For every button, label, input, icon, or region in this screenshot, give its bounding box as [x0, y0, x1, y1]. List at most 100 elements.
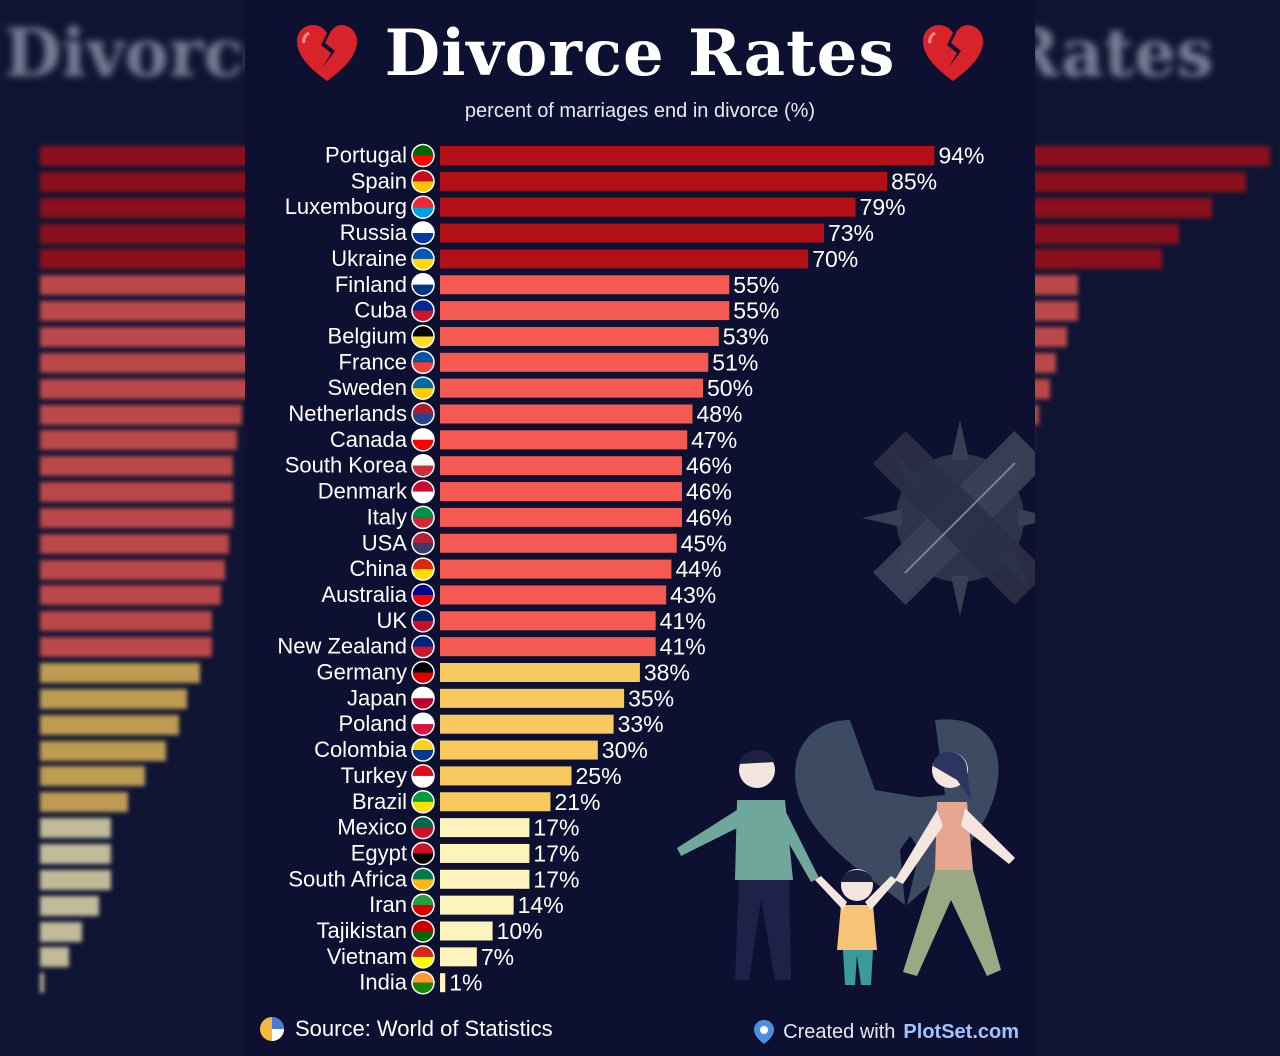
- category-label: New Zealand: [277, 634, 407, 659]
- backdrop-bar: [40, 456, 234, 477]
- south-korea-flag-icon: [411, 453, 435, 478]
- backdrop-bar: [40, 249, 250, 270]
- australia-flag-icon: [411, 583, 435, 607]
- right-blurred-backdrop: Divorce Rates: [1030, 0, 1280, 1056]
- japan-flag-icon: [411, 686, 435, 711]
- france-flag-icon: [411, 350, 435, 375]
- spain-flag-icon: [411, 169, 435, 194]
- germany-flag-icon: [411, 660, 435, 685]
- bar: [440, 663, 640, 682]
- category-label: USA: [362, 530, 408, 555]
- broken-heart-icon: [296, 25, 357, 81]
- category-label: Iran: [369, 892, 407, 917]
- backdrop-bar: [40, 973, 45, 994]
- luxembourg-flag-icon: [411, 195, 435, 219]
- broken-heart-icon: [923, 25, 984, 81]
- finland-flag-icon: [411, 273, 435, 297]
- value-label: 1%: [449, 970, 482, 996]
- bar: [440, 895, 514, 915]
- backdrop-bar: [40, 637, 213, 658]
- value-label: 43%: [670, 582, 716, 608]
- backdrop-bar: [1030, 301, 1078, 322]
- bar: [440, 818, 530, 838]
- bar: [440, 766, 572, 786]
- category-label: Spain: [351, 168, 407, 193]
- value-label: 44%: [675, 556, 721, 582]
- category-label: Luxembourg: [285, 194, 407, 219]
- category-label: Portugal: [325, 143, 407, 168]
- category-label: Vietnam: [327, 944, 407, 969]
- category-label: Belgium: [328, 323, 407, 348]
- bar: [440, 378, 703, 398]
- value-label: 46%: [686, 504, 732, 530]
- ukraine-flag-icon: [411, 247, 435, 271]
- category-label: Australia: [321, 582, 407, 607]
- bar: [440, 869, 530, 889]
- turkey-flag-icon: [411, 764, 435, 788]
- category-label: Sweden: [327, 375, 407, 400]
- bar: [440, 404, 693, 424]
- plotset-brand-link[interactable]: PlotSet.com: [903, 1020, 1019, 1043]
- bar: [440, 275, 730, 295]
- usa-flag-icon: [411, 531, 435, 555]
- plotset-credit[interactable]: Created with PlotSet.com: [753, 1019, 1019, 1045]
- value-label: 10%: [497, 918, 543, 944]
- sweden-flag-icon: [411, 376, 435, 400]
- category-label: Finland: [335, 272, 407, 297]
- china-flag-icon: [411, 557, 435, 581]
- bar: [440, 171, 888, 191]
- chart-panel: Divorce Rates percent of marriages end i…: [245, 0, 1035, 1056]
- mexico-flag-icon: [411, 815, 435, 840]
- backdrop-bar: [1030, 326, 1067, 347]
- canada-flag-icon: [411, 428, 435, 452]
- value-label: 17%: [533, 840, 579, 866]
- backdrop-bar: [1030, 171, 1246, 192]
- poland-flag-icon: [411, 712, 435, 736]
- value-label: 51%: [712, 349, 758, 375]
- left-blurred-backdrop: Divorce Rates: [0, 0, 250, 1056]
- backdrop-bar: [40, 611, 213, 632]
- value-label: 46%: [686, 453, 732, 479]
- value-label: 41%: [660, 634, 706, 660]
- backdrop-bar: [40, 301, 250, 322]
- value-label: 85%: [891, 168, 937, 194]
- backdrop-bar: [40, 171, 250, 192]
- category-label: Canada: [330, 427, 408, 452]
- value-label: 7%: [481, 944, 514, 970]
- bar: [440, 301, 730, 321]
- backdrop-bar: [40, 559, 225, 580]
- value-label: 41%: [660, 608, 706, 634]
- category-label: Germany: [317, 660, 407, 685]
- italy-flag-icon: [411, 505, 435, 530]
- uk-flag-icon: [411, 609, 435, 633]
- vietnam-flag-icon: [411, 945, 435, 969]
- backdrop-bar: [1030, 352, 1056, 373]
- belgium-flag-icon: [411, 324, 435, 349]
- value-label: 55%: [733, 298, 779, 324]
- category-label: Colombia: [314, 737, 408, 762]
- category-label: South Africa: [288, 866, 407, 891]
- category-label: Poland: [338, 711, 407, 736]
- value-label: 47%: [691, 427, 737, 453]
- backdrop-bar: [40, 818, 112, 839]
- category-label: Italy: [367, 504, 407, 529]
- backdrop-bar: [40, 688, 187, 709]
- backdrop-bar: [40, 352, 250, 373]
- category-label: Mexico: [337, 815, 407, 840]
- chart-subtitle: percent of marriages end in divorce (%): [464, 100, 816, 122]
- backdrop-bar: [40, 378, 250, 399]
- created-with-text: Created with: [783, 1020, 896, 1043]
- backdrop-bar: [40, 947, 70, 968]
- backdrop-bar: [40, 275, 250, 296]
- bar: [440, 456, 682, 476]
- title-row: Divorce Rates: [245, 8, 1035, 98]
- new-zealand-flag-icon: [411, 634, 435, 659]
- backdrop-bar: [40, 533, 229, 554]
- value-label: 35%: [628, 685, 674, 711]
- bar: [440, 507, 682, 527]
- bar: [440, 792, 551, 812]
- denmark-flag-icon: [411, 479, 435, 504]
- pie-chart-icon: [260, 1017, 284, 1041]
- backdrop-bar: [40, 921, 82, 942]
- backdrop-bar: [40, 714, 179, 735]
